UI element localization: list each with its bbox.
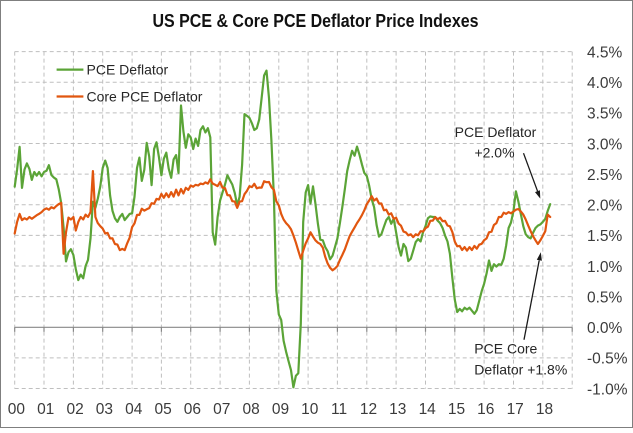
svg-text:0.5%: 0.5% — [587, 289, 623, 306]
svg-text:18: 18 — [536, 401, 553, 418]
svg-text:PCE Deflator: PCE Deflator — [87, 62, 169, 78]
svg-text:PCE Core: PCE Core — [474, 341, 537, 357]
svg-text:04: 04 — [125, 401, 143, 418]
svg-text:09: 09 — [272, 401, 289, 418]
svg-text:16: 16 — [477, 401, 494, 418]
svg-text:11: 11 — [331, 401, 347, 418]
svg-text:1.0%: 1.0% — [587, 259, 623, 276]
svg-text:08: 08 — [242, 401, 259, 418]
svg-text:4.0%: 4.0% — [587, 75, 623, 92]
svg-text:-0.5%: -0.5% — [587, 351, 628, 368]
svg-text:0.0%: 0.0% — [587, 320, 623, 337]
svg-text:US PCE & Core PCE Deflator Pri: US PCE & Core PCE Deflator Price Indexes — [153, 10, 479, 31]
svg-text:14: 14 — [419, 401, 437, 418]
svg-text:3.0%: 3.0% — [587, 136, 623, 153]
svg-text:4.5%: 4.5% — [587, 44, 623, 61]
svg-text:PCE Deflator: PCE Deflator — [455, 124, 537, 140]
svg-text:12: 12 — [360, 401, 377, 418]
svg-text:2.0%: 2.0% — [587, 198, 623, 215]
svg-text:-1.0%: -1.0% — [587, 381, 628, 398]
svg-text:Deflator +1.8%: Deflator +1.8% — [474, 362, 567, 378]
svg-text:00: 00 — [8, 401, 26, 418]
svg-text:03: 03 — [96, 401, 113, 418]
svg-text:06: 06 — [184, 401, 201, 418]
svg-text:17: 17 — [507, 401, 524, 418]
svg-text:10: 10 — [301, 401, 319, 418]
svg-text:02: 02 — [66, 401, 83, 418]
svg-text:+2.0%: +2.0% — [474, 145, 514, 161]
svg-text:1.5%: 1.5% — [587, 228, 623, 245]
svg-text:01: 01 — [37, 401, 54, 418]
svg-text:13: 13 — [389, 401, 406, 418]
svg-text:05: 05 — [154, 401, 171, 418]
svg-text:Core PCE Deflator: Core PCE Deflator — [87, 88, 203, 104]
svg-text:2.5%: 2.5% — [587, 167, 623, 184]
svg-text:3.5%: 3.5% — [587, 106, 623, 123]
svg-text:15: 15 — [448, 401, 465, 418]
svg-text:07: 07 — [213, 401, 230, 418]
